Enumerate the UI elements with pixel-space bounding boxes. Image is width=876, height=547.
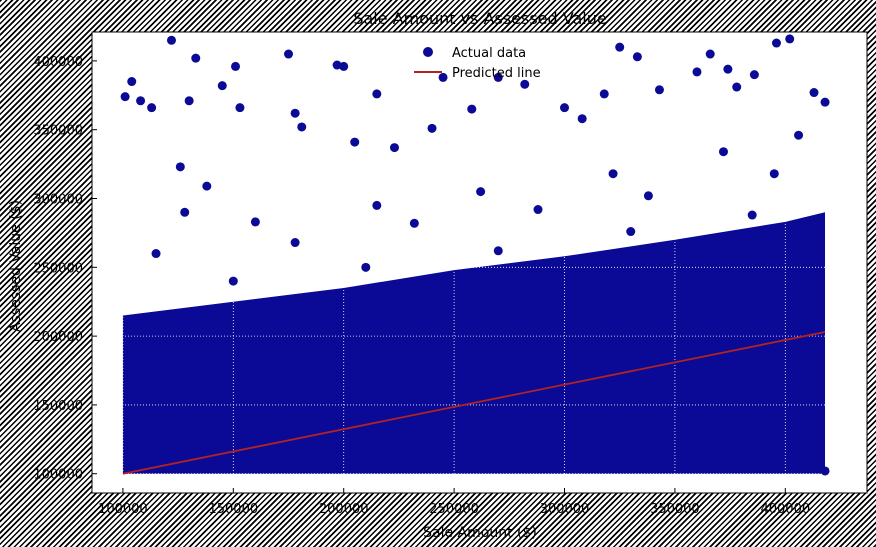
scatter-points xyxy=(120,34,830,476)
x-axis-title: Sale Amount ($) xyxy=(423,525,537,541)
scatter-point xyxy=(339,61,349,71)
scatter-point xyxy=(151,249,161,259)
dense-point-cloud-area xyxy=(122,212,825,474)
scatter-point xyxy=(809,88,819,98)
scatter-point xyxy=(166,35,176,45)
scatter-point xyxy=(409,218,419,228)
chart-title: Sale Amount vs Assessed Value xyxy=(353,9,606,28)
scatter-point xyxy=(297,122,307,132)
scatter-point xyxy=(771,455,781,465)
y-tick-label: 200000 xyxy=(33,330,83,345)
scatter-point xyxy=(202,181,212,191)
scatter-point xyxy=(372,89,382,99)
y-axis-ticks: 100000 150000 200000 250000 300000 350000 4000… xyxy=(33,55,97,483)
scatter-point xyxy=(250,217,260,227)
scatter-point xyxy=(577,114,587,124)
scatter-point xyxy=(732,82,742,92)
scatter-point xyxy=(389,143,399,153)
scatter-point xyxy=(608,169,618,179)
scatter-point xyxy=(438,72,448,82)
y-tick-label: 150000 xyxy=(33,399,83,414)
scatter-point xyxy=(127,77,137,87)
scatter-point xyxy=(290,238,300,248)
scatter-point xyxy=(290,108,300,118)
scatter-point xyxy=(217,81,227,91)
scatter-point xyxy=(120,92,130,102)
x-tick-label: 250000 xyxy=(429,502,479,517)
legend-label-predicted-line: Predicted line xyxy=(452,66,541,81)
predicted-line-layer xyxy=(122,331,826,475)
predicted-line xyxy=(122,331,826,475)
scatter-point xyxy=(533,205,543,215)
scatter-point xyxy=(771,38,781,48)
scatter-point xyxy=(231,61,241,71)
scatter-point xyxy=(361,262,371,272)
scatter-point xyxy=(632,52,642,62)
scatter-point xyxy=(718,147,728,157)
scatter-point xyxy=(228,276,238,286)
scatter-point xyxy=(136,96,146,106)
scatter-point xyxy=(626,227,636,237)
x-axis-ticks: 100000 150000 200000 250000 300000 350000 4000… xyxy=(98,488,810,517)
scatter-point xyxy=(467,104,477,114)
scatter-point xyxy=(599,89,609,99)
scatter-point xyxy=(427,123,437,133)
y-axis-title: Assessed Value ($) xyxy=(8,200,24,332)
scatter-point xyxy=(191,53,201,63)
y-tick-label: 300000 xyxy=(33,193,83,208)
scatter-point xyxy=(615,42,625,52)
legend: Actual data Predicted line xyxy=(414,46,541,81)
grid-lines xyxy=(92,32,867,493)
legend-label-actual-data: Actual data xyxy=(452,46,526,61)
scatter-point xyxy=(520,79,530,89)
scatter-point xyxy=(493,246,503,256)
scatter-point xyxy=(692,67,702,77)
scatter-point xyxy=(180,207,190,217)
scatter-point xyxy=(235,103,245,113)
scatter-point xyxy=(372,200,382,210)
scatter-point xyxy=(476,187,486,197)
scatter-point xyxy=(493,72,503,82)
scatter-point xyxy=(785,34,795,44)
x-tick-label: 100000 xyxy=(98,502,148,517)
y-tick-label: 400000 xyxy=(33,55,83,70)
scatter-point xyxy=(820,466,830,476)
scatter-point xyxy=(794,130,804,140)
plot-border xyxy=(91,31,868,494)
scatter-point xyxy=(560,103,570,113)
scatter-point xyxy=(749,70,759,80)
scatter-point xyxy=(747,210,757,220)
x-tick-label: 150000 xyxy=(208,502,258,517)
scatter-point xyxy=(350,137,360,147)
scatter-point xyxy=(184,96,194,106)
scatter-point xyxy=(723,64,733,74)
x-tick-label: 350000 xyxy=(650,502,700,517)
scatter-point xyxy=(769,169,779,179)
scatter-point xyxy=(654,85,664,95)
y-tick-label: 250000 xyxy=(33,261,83,276)
y-tick-label: 100000 xyxy=(33,468,83,483)
scatter-point xyxy=(175,162,185,172)
x-tick-label: 200000 xyxy=(319,502,369,517)
dense-point-cloud xyxy=(122,212,825,474)
scatter-point xyxy=(127,463,137,473)
scatter-point xyxy=(643,191,653,201)
scatter-point xyxy=(820,97,830,107)
scatter-point xyxy=(284,49,294,59)
scatter-point xyxy=(147,103,157,113)
scatter-point xyxy=(692,463,702,473)
scatter-point xyxy=(705,49,715,59)
x-tick-label: 400000 xyxy=(760,502,810,517)
x-tick-label: 300000 xyxy=(540,502,590,517)
legend-marker-actual-data xyxy=(423,47,433,57)
y-tick-label: 350000 xyxy=(33,124,83,139)
scatter-point xyxy=(741,463,751,473)
